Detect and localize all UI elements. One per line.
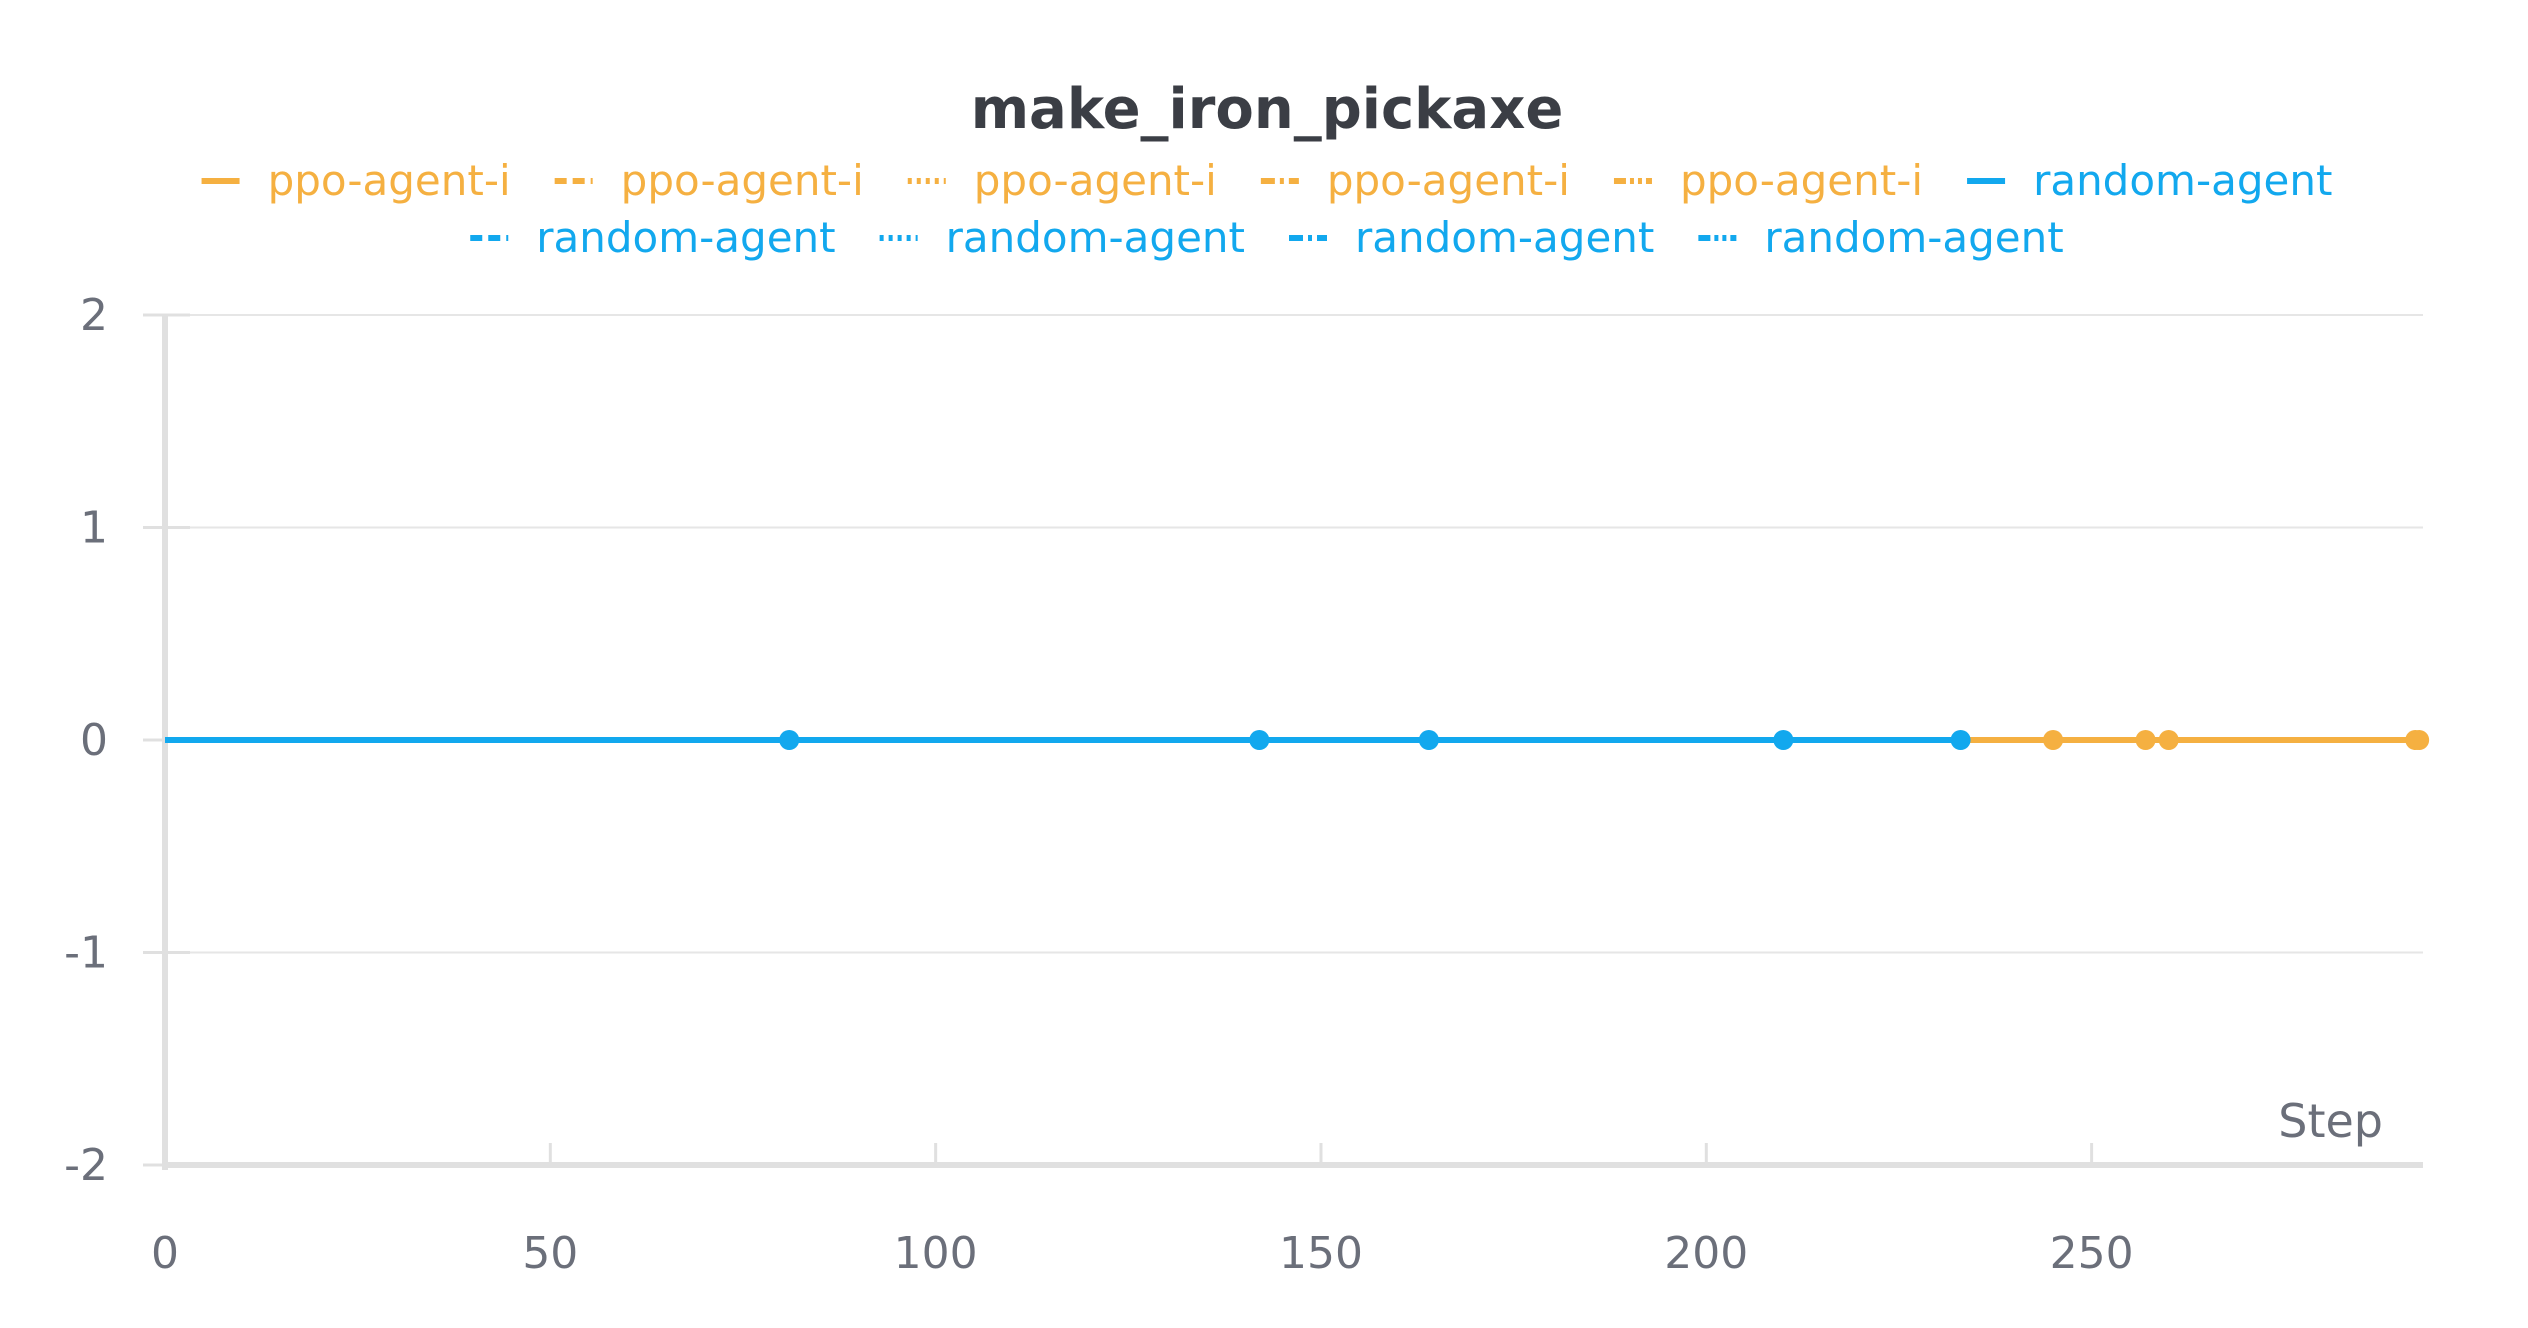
series-end-point — [779, 730, 800, 750]
grid — [165, 314, 2423, 954]
legend-item[interactable]: ppo-agent-i — [1260, 156, 1570, 205]
legend-item[interactable]: random-agent — [879, 213, 1245, 262]
legend-item[interactable]: ppo-agent-i — [554, 156, 864, 205]
series-end-point — [2409, 730, 2430, 750]
legend-label: random-agent — [946, 213, 1245, 262]
legend: ppo-agent-i ppo-agent-i ppo-agent-i ppo-age… — [201, 156, 2332, 262]
series-end-point — [1249, 730, 1270, 750]
series-end-point — [1418, 730, 1439, 750]
legend-label: random-agent — [1764, 213, 2063, 262]
legend-label: random-agent — [536, 213, 835, 262]
legend-item[interactable]: ppo-agent-i — [201, 156, 511, 205]
legend-label: random-agent — [2033, 156, 2332, 205]
legend-label: random-agent — [1355, 213, 1654, 262]
series-end-markers — [779, 730, 2430, 750]
series-end-point — [1950, 730, 1971, 750]
x-tick-label: 150 — [1279, 1228, 1363, 1279]
y-tick-label: 2 — [80, 290, 108, 341]
legend-label: ppo-agent-i — [1680, 156, 1923, 205]
series-end-point — [2135, 730, 2156, 750]
series-end-point — [2043, 730, 2064, 750]
x-tick-label: 250 — [2050, 1228, 2134, 1279]
y-tick-label: 1 — [80, 503, 108, 554]
y-tick-label: -2 — [64, 1140, 108, 1191]
axes: 2 1 0 -1 -2 0 50 100 150 200 250 — [64, 290, 2423, 1279]
x-tick-label: 100 — [894, 1228, 978, 1279]
legend-label: ppo-agent-i — [621, 156, 864, 205]
legend-label: ppo-agent-i — [974, 156, 1217, 205]
chart-title: make_iron_pickaxe — [971, 77, 1564, 142]
series-end-point — [1773, 730, 1794, 750]
y-tick-label: -1 — [64, 928, 108, 979]
series-end-point — [2158, 730, 2179, 750]
legend-item[interactable]: random-agent — [470, 213, 836, 262]
legend-item[interactable]: random-agent — [1698, 213, 2064, 262]
y-tick-label: 0 — [80, 715, 108, 766]
legend-label: ppo-agent-i — [1327, 156, 1570, 205]
x-tick-label: 50 — [522, 1228, 578, 1279]
legend-label: ppo-agent-i — [268, 156, 511, 205]
legend-item[interactable]: random-agent — [1967, 156, 2332, 205]
x-axis-label: Step — [2278, 1094, 2383, 1148]
legend-item[interactable]: ppo-agent-i — [907, 156, 1217, 205]
x-tick-label: 200 — [1664, 1228, 1748, 1279]
x-tick-label: 0 — [151, 1228, 179, 1279]
legend-item[interactable]: ppo-agent-i — [1613, 156, 1923, 205]
legend-item[interactable]: random-agent — [1289, 213, 1654, 262]
